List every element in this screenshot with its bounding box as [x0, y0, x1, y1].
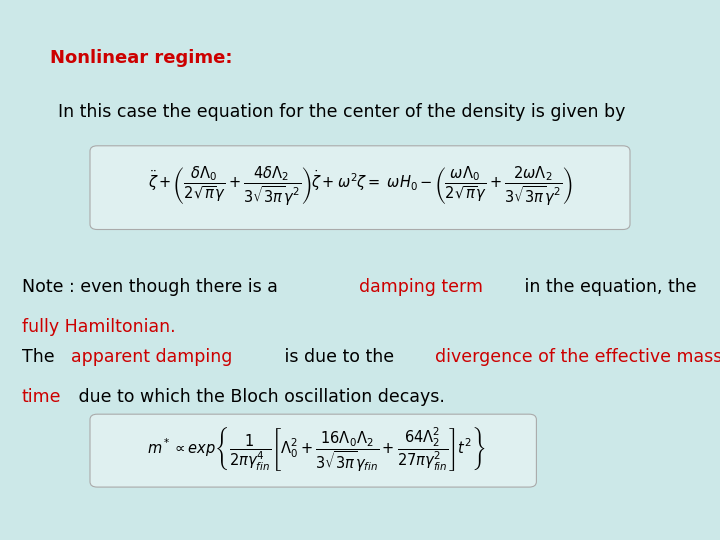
- Text: In this case the equation for the center of the density is given by: In this case the equation for the center…: [58, 103, 625, 120]
- Text: $m^* \propto exp\left\{\dfrac{1}{2\pi\gamma^4_{fin}}\left[\Lambda^2_0 + \dfrac{1: $m^* \propto exp\left\{\dfrac{1}{2\pi\ga…: [148, 426, 486, 473]
- Text: Note : even though there is a: Note : even though there is a: [22, 278, 283, 296]
- Text: divergence of the effective mass with: divergence of the effective mass with: [435, 348, 720, 366]
- Text: Nonlinear regime:: Nonlinear regime:: [50, 49, 233, 66]
- Text: damping term: damping term: [359, 278, 483, 296]
- Text: due to which the Bloch oscillation decays.: due to which the Bloch oscillation decay…: [73, 388, 444, 406]
- Text: is due to the: is due to the: [279, 348, 400, 366]
- Text: The: The: [22, 348, 60, 366]
- Text: in the equation, the: in the equation, the: [519, 278, 702, 296]
- FancyBboxPatch shape: [90, 414, 536, 487]
- FancyBboxPatch shape: [90, 146, 630, 230]
- Text: time: time: [22, 388, 61, 406]
- Text: fully Hamiltonian.: fully Hamiltonian.: [22, 318, 175, 335]
- Text: $\ddot{\zeta} + \left(\dfrac{\delta\Lambda_0}{2\sqrt{\pi}\gamma} + \dfrac{4\delt: $\ddot{\zeta} + \left(\dfrac{\delta\Lamb…: [148, 165, 572, 208]
- Text: apparent damping: apparent damping: [71, 348, 232, 366]
